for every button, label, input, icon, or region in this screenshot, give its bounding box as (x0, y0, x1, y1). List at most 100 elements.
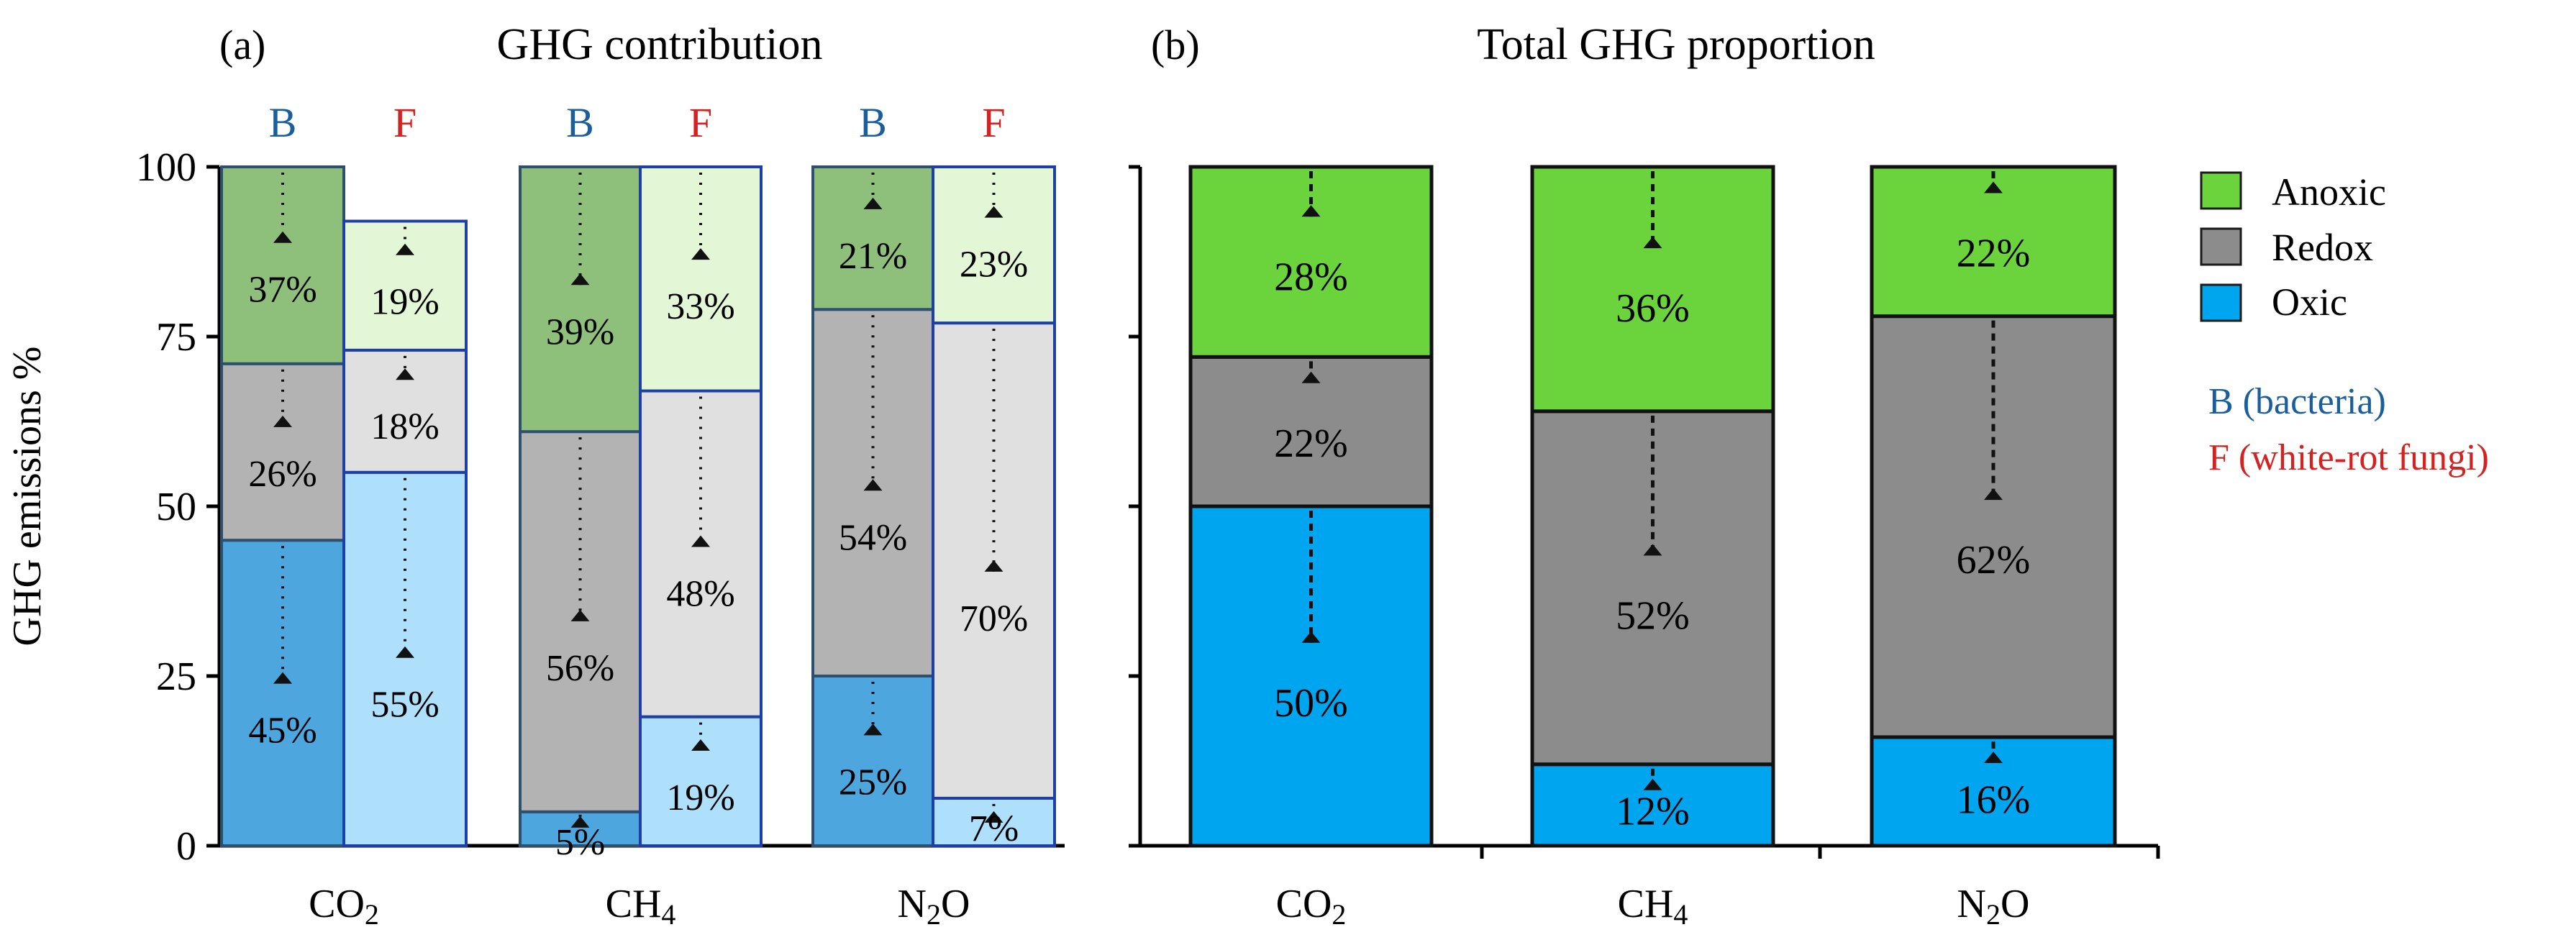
a-y-tick-label-25: 25 (156, 654, 196, 699)
a-x-tick-label-ch4: CH4 (606, 882, 676, 931)
a-arrow-co-b-redox-head (273, 415, 292, 427)
a-bar-co-b-oxic (220, 539, 345, 847)
a-arrow-co-b-anoxic-head (273, 231, 292, 243)
a-bar-co-b-anoxic (220, 165, 345, 365)
a-source-label-n-b: B (859, 99, 887, 146)
a-data-label-n-f-anoxic: 23% (960, 245, 1028, 286)
a-data-label-ch-f-oxic: 19% (666, 777, 734, 818)
a-data-label-ch-b-redox: 56% (546, 648, 614, 689)
a-data-label-n-f-oxic: 7% (969, 808, 1019, 849)
a-source-label-co-f: F (393, 99, 417, 146)
panel-a-title: GHG contribution (497, 20, 823, 69)
b-data-label-co2-oxic: 50% (1274, 681, 1348, 726)
a-bar-n-b-redox (811, 308, 934, 677)
b-arrow-co2-oxic-head (1301, 631, 1321, 643)
b-data-label-ch4-anoxic: 36% (1616, 286, 1690, 331)
a-bar-ch-f-anoxic (639, 165, 763, 393)
a-data-label-n-b-anoxic: 21% (839, 236, 907, 277)
a-y-tick-label-100: 100 (136, 145, 196, 190)
a-x-tick-label-co2: CO2 (309, 882, 379, 931)
a-bar-n-b-anoxic (811, 165, 934, 311)
a-data-label-ch-f-anoxic: 33% (666, 286, 734, 327)
a-source-label-n-f: F (982, 99, 1005, 146)
legend: Anoxic Redox Oxic B (bacteria) F (white-… (2200, 170, 2489, 478)
a-bar-co-f-anoxic (342, 219, 468, 352)
a-data-label-co-b-redox: 26% (248, 454, 317, 495)
b-data-label-ch4-oxic: 12% (1616, 789, 1690, 834)
a-arrow-n-f-anoxic-head (984, 206, 1003, 218)
b-data-label-co2-redox: 22% (1274, 421, 1348, 466)
b-data-label-n2o-redox: 62% (1957, 538, 2031, 583)
b-bar-ch4-anoxic (1530, 165, 1775, 414)
b-x-tick-label-ch4: CH4 (1618, 882, 1688, 931)
b-arrow-co2-anoxic-head (1301, 205, 1321, 217)
a-arrow-co-b-oxic-head (273, 672, 292, 684)
b-arrow-n2o-anoxic-head (1984, 181, 2003, 193)
b-arrow-ch4-redox-head (1643, 544, 1662, 556)
b-arrow-n2o-oxic-head (1984, 751, 2003, 763)
a-data-label-ch-b-oxic: 5% (555, 822, 605, 863)
a-data-label-co-b-anoxic: 37% (248, 270, 317, 311)
b-data-label-n2o-anoxic: 22% (1957, 231, 2031, 275)
a-arrow-ch-f-redox-head (691, 535, 710, 547)
panel-b-label: (b) (1151, 22, 1200, 68)
a-bar-ch-b-anoxic (519, 165, 642, 434)
a-data-label-n-b-redox: 54% (839, 517, 907, 558)
a-data-label-co-f-anoxic: 19% (370, 282, 439, 323)
legend-note-bacteria: B (bacteria) (2208, 381, 2386, 422)
a-data-label-co-f-redox: 18% (370, 406, 439, 447)
a-bar-n-b-oxic (811, 675, 934, 847)
panel-a-label: (a) (219, 22, 265, 68)
a-arrow-ch-b-oxic-head (570, 816, 590, 828)
a-source-label-ch-b: B (566, 99, 594, 146)
y-axis-label: GHG emissions % (5, 347, 50, 647)
legend-label-anoxic: Anoxic (2272, 170, 2386, 214)
legend-label-redox: Redox (2272, 226, 2373, 269)
a-y-tick-label-75: 75 (156, 315, 196, 360)
a-arrow-n-b-redox-head (863, 479, 883, 491)
a-source-label-co-b: B (269, 99, 297, 146)
b-x-tick-label-co2: CO2 (1276, 882, 1347, 931)
legend-label-oxic: Oxic (2272, 280, 2347, 324)
legend-swatch-redox (2200, 227, 2242, 266)
b-arrow-co2-redox-head (1301, 371, 1321, 383)
a-data-label-ch-f-redox: 48% (666, 573, 734, 614)
b-bar-ch4-oxic (1530, 762, 1775, 848)
a-arrow-ch-f-oxic-head (691, 739, 710, 751)
b-arrow-ch4-oxic-head (1643, 778, 1662, 790)
a-data-label-n-f-redox: 70% (960, 598, 1028, 639)
b-x-tick-label-n2o: N2O (1957, 882, 2030, 931)
b-arrow-n2o-redox-head (1984, 488, 2003, 501)
a-bar-ch-f-redox (639, 389, 763, 718)
a-bar-co-b-redox (220, 362, 345, 542)
a-y-tick-label-0: 0 (176, 824, 196, 869)
a-bar-ch-f-oxic (639, 715, 763, 848)
panel-b-title: Total GHG proportion (1477, 20, 1875, 69)
b-bar-ch4-redox (1530, 409, 1775, 767)
b-data-label-ch4-redox: 52% (1616, 594, 1690, 639)
a-arrow-ch-f-anoxic-head (691, 248, 710, 260)
a-arrow-co-f-redox-head (396, 368, 414, 380)
b-data-label-n2o-oxic: 16% (1957, 778, 2031, 823)
a-arrow-ch-b-anoxic-head (570, 273, 590, 286)
a-arrow-co-f-oxic-head (396, 646, 414, 658)
a-arrow-n-f-redox-head (984, 560, 1003, 572)
a-source-label-ch-f: F (689, 99, 712, 146)
a-data-label-co-b-oxic: 45% (248, 711, 317, 752)
legend-note-fungi: F (white-rot fungi) (2208, 437, 2489, 478)
a-arrow-ch-b-redox-head (570, 609, 590, 621)
b-bar-co2-oxic (1188, 504, 1434, 848)
a-data-label-ch-b-anoxic: 39% (546, 311, 614, 352)
a-arrow-n-f-oxic-head (984, 811, 1003, 823)
chart-marks: 0 25 50 75 100 45% 26% 37% B 55% 18% 19% F CO2 5% 56% 39… (136, 99, 2160, 931)
a-bar-co-f-oxic (342, 470, 468, 847)
a-x-tick-label-n2o: N2O (898, 882, 970, 931)
b-arrow-ch4-anoxic-head (1643, 237, 1662, 249)
legend-swatch-anoxic (2200, 171, 2242, 210)
a-data-label-co-f-oxic: 55% (370, 685, 439, 726)
a-arrow-co-f-anoxic-head (396, 243, 414, 255)
a-arrow-n-b-anoxic-head (863, 197, 883, 209)
a-data-label-n-b-oxic: 25% (839, 762, 907, 803)
legend-swatch-oxic (2200, 283, 2242, 322)
